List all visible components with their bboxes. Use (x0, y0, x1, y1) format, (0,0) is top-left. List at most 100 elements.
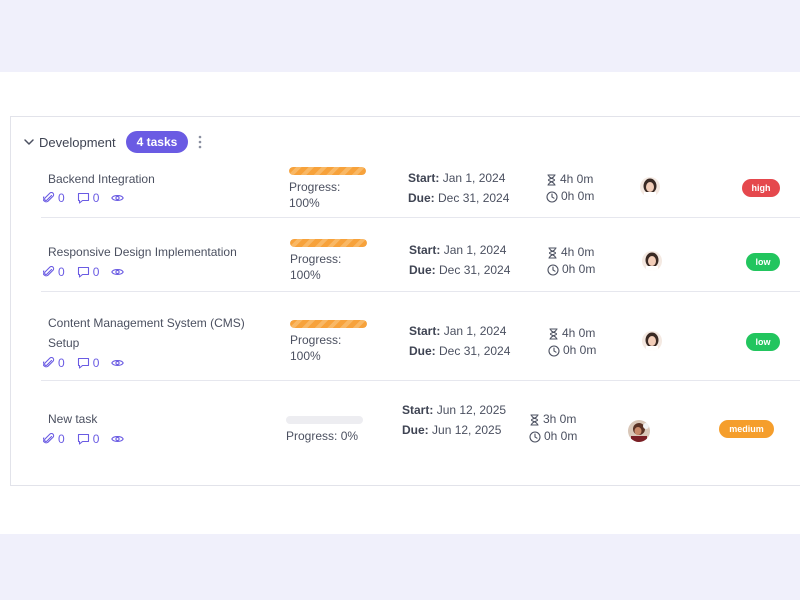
priority-badge[interactable]: medium (719, 420, 774, 438)
row-divider (41, 217, 800, 218)
start-label: Start: (408, 171, 440, 185)
table-row[interactable]: Responsive Design Implementation 0 0 Pro… (41, 239, 800, 291)
estimated-time: 4h 0m (562, 326, 596, 340)
comment-icon[interactable] (77, 357, 90, 369)
priority-badge[interactable]: low (746, 333, 780, 351)
progress-bar (290, 239, 367, 247)
time-block: 4h 0m 0h 0m (548, 325, 596, 359)
paperclip-icon[interactable] (43, 357, 55, 369)
due-label: Due: (409, 344, 436, 358)
user-photo-icon (640, 177, 660, 197)
task-group-panel: Development 4 tasks Backend Integration … (10, 116, 800, 486)
hourglass-icon (549, 327, 558, 340)
attachment-count: 0 (58, 432, 65, 446)
start-date[interactable]: Jan 1, 2024 (442, 171, 506, 185)
task-meta: 0 0 (43, 356, 125, 370)
task-meta: 0 0 (43, 265, 125, 279)
table-row[interactable]: Content Management System (CMS) Setup 0 … (41, 313, 800, 379)
table-row[interactable]: Backend Integration 0 0 Progress: 100% S… (41, 165, 800, 217)
table-row[interactable]: New task 0 0 Progress: 0% Start: Jun 12,… (41, 401, 800, 461)
comment-icon[interactable] (77, 192, 90, 204)
group-header: Development 4 tasks (23, 131, 206, 153)
eye-icon[interactable] (111, 433, 125, 445)
due-label: Due: (402, 423, 429, 437)
progress-label: Progress: (286, 429, 338, 443)
comment-count: 0 (92, 265, 100, 279)
assignee-avatar[interactable] (642, 251, 662, 271)
logged-time: 0h 0m (561, 189, 595, 203)
progress-label: Progress: (290, 252, 342, 266)
user-photo-icon (642, 251, 662, 271)
start-date[interactable]: Jan 1, 2024 (443, 324, 507, 338)
comment-icon[interactable] (77, 433, 90, 445)
paperclip-icon[interactable] (43, 433, 55, 445)
estimated-time: 4h 0m (561, 245, 595, 259)
comment-count: 0 (92, 356, 100, 370)
paperclip-icon[interactable] (43, 266, 55, 278)
start-date[interactable]: Jun 12, 2025 (436, 403, 507, 417)
comment-count: 0 (92, 191, 100, 205)
due-label: Due: (408, 191, 435, 205)
time-block: 4h 0m 0h 0m (547, 244, 595, 278)
task-name[interactable]: Content Management System (CMS) Setup (48, 316, 245, 350)
progress-block: Progress: 0% (286, 416, 363, 444)
progress-fill (289, 167, 366, 175)
progress-block: Progress: 100% (290, 320, 367, 364)
due-date[interactable]: Dec 31, 2024 (438, 191, 510, 205)
start-label: Start: (409, 243, 441, 257)
hourglass-icon (530, 413, 539, 426)
attachment-count: 0 (58, 191, 65, 205)
assignee-avatar[interactable] (642, 331, 662, 351)
progress-value: 0% (340, 429, 359, 443)
estimated-time: 3h 0m (543, 412, 577, 426)
paperclip-icon[interactable] (43, 192, 55, 204)
date-block: Start: Jan 1, 2024 Due: Dec 31, 2024 (409, 322, 510, 360)
hourglass-icon (548, 246, 557, 259)
logged-time: 0h 0m (563, 343, 597, 357)
start-label: Start: (402, 403, 434, 417)
attachment-count: 0 (58, 265, 65, 279)
due-date[interactable]: Jun 12, 2025 (432, 423, 502, 437)
start-date[interactable]: Jan 1, 2024 (443, 243, 507, 257)
task-name[interactable]: Backend Integration (48, 172, 155, 186)
chevron-down-icon[interactable] (23, 136, 35, 148)
date-block: Start: Jun 12, 2025 Due: Jun 12, 2025 (402, 401, 512, 439)
progress-fill (290, 320, 367, 328)
hourglass-icon (547, 173, 556, 186)
due-label: Due: (409, 263, 436, 277)
estimated-time: 4h 0m (560, 172, 594, 186)
priority-badge[interactable]: high (742, 179, 780, 197)
more-options-icon[interactable] (194, 134, 206, 150)
eye-icon[interactable] (111, 357, 125, 369)
user-photo-icon (628, 420, 650, 442)
progress-block: Progress: 100% (289, 167, 366, 211)
task-name[interactable]: New task (48, 412, 98, 426)
task-name[interactable]: Responsive Design Implementation (48, 245, 237, 259)
eye-icon[interactable] (111, 192, 125, 204)
progress-value: 100% (290, 268, 321, 282)
progress-bar (289, 167, 366, 175)
due-date[interactable]: Dec 31, 2024 (439, 344, 511, 358)
time-block: 4h 0m 0h 0m (546, 171, 594, 205)
clock-icon (548, 344, 560, 357)
task-count-badge: 4 tasks (125, 131, 189, 153)
eye-icon[interactable] (111, 266, 125, 278)
start-label: Start: (409, 324, 441, 338)
time-block: 3h 0m 0h 0m (529, 411, 577, 445)
attachment-count: 0 (58, 356, 65, 370)
progress-block: Progress: 100% (290, 239, 367, 283)
logged-time: 0h 0m (562, 262, 596, 276)
priority-badge[interactable]: low (746, 253, 780, 271)
assignee-avatar[interactable] (640, 177, 660, 197)
assignee-avatar[interactable] (628, 420, 650, 442)
comment-icon[interactable] (77, 266, 90, 278)
progress-label: Progress: (289, 180, 341, 194)
task-meta: 0 0 (43, 191, 125, 205)
progress-fill (290, 239, 367, 247)
due-date[interactable]: Dec 31, 2024 (439, 263, 511, 277)
clock-icon (546, 190, 558, 203)
progress-bar (286, 416, 363, 424)
progress-bar (290, 320, 367, 328)
group-title: Development (39, 134, 116, 150)
row-divider (41, 380, 800, 381)
